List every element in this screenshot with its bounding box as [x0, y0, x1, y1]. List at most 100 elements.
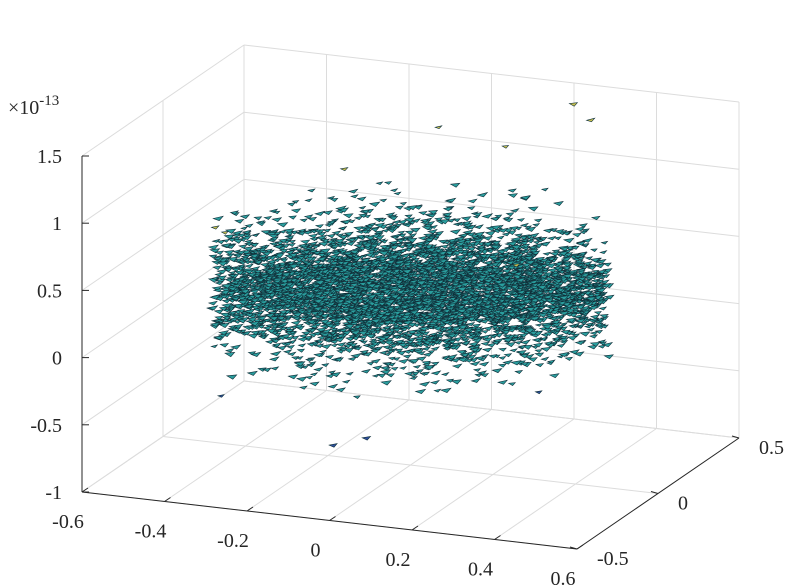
data-point [231, 267, 241, 272]
data-point [279, 258, 289, 263]
data-point [481, 347, 493, 353]
data-point [278, 248, 289, 253]
data-point [524, 259, 536, 266]
data-point [420, 261, 431, 266]
data-point [454, 312, 464, 317]
data-point [538, 257, 550, 263]
data-point [490, 333, 500, 338]
data-point [527, 244, 538, 250]
data-point [388, 216, 399, 221]
data-point [216, 269, 228, 275]
data-point [571, 232, 582, 238]
data-point [561, 273, 574, 279]
data-point [209, 322, 221, 327]
data-point [332, 271, 344, 277]
data-point [230, 295, 241, 301]
data-point [462, 327, 474, 333]
data-point [493, 309, 503, 314]
data-point [273, 270, 282, 274]
data-point [557, 250, 569, 257]
data-point [558, 335, 569, 340]
data-point [316, 231, 327, 237]
data-point [573, 272, 582, 277]
data-point [241, 235, 253, 241]
data-point [553, 279, 563, 284]
data-point [389, 294, 401, 300]
x-tick-mark [329, 516, 336, 521]
data-point [546, 267, 559, 273]
data-point [310, 244, 320, 249]
data-point [454, 275, 463, 279]
data-point [395, 238, 405, 244]
data-point [318, 313, 331, 319]
data-point [212, 215, 224, 221]
data-point [565, 317, 577, 323]
data-point [391, 219, 402, 224]
data-point [373, 254, 383, 259]
data-point [544, 298, 555, 303]
data-point [246, 370, 258, 376]
data-point [242, 246, 255, 252]
data-point [379, 198, 388, 203]
data-point [406, 322, 417, 328]
data-point [409, 262, 420, 268]
data-point [377, 261, 389, 267]
data-point [320, 275, 330, 280]
data-point [228, 325, 237, 329]
data-point [381, 284, 391, 289]
data-point [520, 238, 530, 243]
data-point [229, 210, 240, 215]
data-point [588, 334, 599, 339]
data-point [472, 237, 485, 243]
data-point [473, 224, 484, 229]
x-tick-mark [494, 535, 501, 540]
data-point [448, 345, 459, 350]
data-point [227, 273, 237, 278]
x-tick-mark [246, 506, 254, 512]
data-point [466, 331, 476, 336]
data-point [258, 249, 268, 254]
data-point [412, 273, 423, 279]
data-point [548, 373, 560, 379]
data-point [297, 291, 310, 297]
data-point [297, 343, 307, 348]
data-point [418, 276, 429, 282]
data-point [551, 295, 560, 300]
data-point [601, 274, 611, 278]
data-point [308, 249, 319, 254]
data-point [208, 254, 218, 259]
data-point [360, 340, 368, 344]
data-point [207, 305, 219, 311]
data-point [493, 279, 504, 285]
data-point [534, 323, 543, 327]
data-point [455, 262, 464, 267]
data-point [417, 316, 426, 321]
data-point [539, 274, 549, 279]
data-point [546, 236, 557, 241]
data-point [364, 273, 376, 279]
data-point [433, 308, 444, 313]
data-point [283, 326, 294, 331]
data-point [564, 277, 574, 282]
data-point [514, 295, 527, 301]
data-point [489, 262, 500, 267]
data-points [206, 102, 615, 448]
data-point [509, 348, 518, 353]
data-point [433, 230, 444, 236]
data-point [304, 275, 314, 280]
data-point [559, 246, 570, 252]
data-point [249, 242, 260, 248]
data-point [285, 260, 296, 266]
data-point [427, 228, 438, 234]
data-point [337, 234, 349, 240]
data-point [402, 354, 412, 359]
data-point [252, 294, 263, 299]
data-point [397, 312, 407, 317]
data-point [263, 282, 275, 288]
data-point [427, 338, 439, 343]
data-point [251, 233, 260, 237]
data-point [590, 317, 599, 322]
data-point [495, 270, 505, 276]
data-point [348, 282, 360, 288]
data-point [290, 247, 299, 251]
